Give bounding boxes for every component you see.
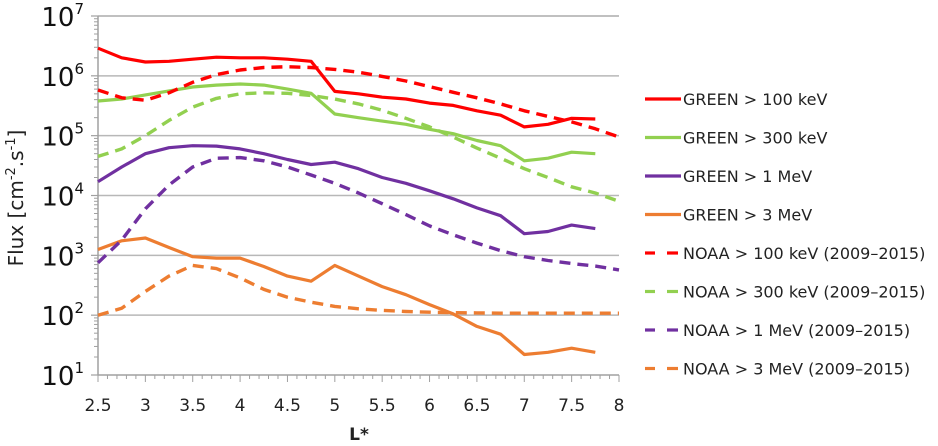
series-line-6: [96, 155, 620, 272]
series-line-0: [97, 46, 596, 129]
y-axis-title-mid: .s: [4, 150, 28, 167]
x-tick-label: 5.5: [369, 396, 396, 416]
legend-item: NOAA > 1 MeV (2009–2015): [645, 321, 910, 340]
series-line-7: [97, 263, 619, 317]
y-tick-base: 10: [41, 123, 74, 153]
y-tick-exponent: 7: [74, 0, 84, 18]
y-tick-exponent: 1: [74, 359, 84, 377]
legend-label: NOAA > 3 MeV (2009–2015): [683, 360, 910, 379]
y-tick-base: 10: [41, 3, 74, 33]
y-axis-title-end: ]: [4, 130, 28, 138]
x-tick-labels: 2.5 3 3.5 4 4.5 5 5.5 6 6.5 7 7.5 8: [84, 396, 624, 416]
x-tick-label: 3.5: [179, 396, 206, 416]
legend-label: GREEN > 1 MeV: [683, 167, 812, 186]
x-tick-label: 7: [519, 396, 530, 416]
x-tick-label: 7.5: [558, 396, 585, 416]
x-tick-label: 4: [235, 396, 246, 416]
legend-label: GREEN > 3 MeV: [683, 206, 812, 225]
y-axis-title-base: Flux [cm: [4, 180, 28, 266]
legend-label: NOAA > 300 keV (2009–2015): [683, 283, 925, 302]
y-tick-label: 105: [41, 120, 84, 153]
x-tick-label: 8: [614, 396, 625, 416]
y-tick-label: 103: [41, 239, 84, 272]
legend-item: GREEN > 100 keV: [645, 90, 827, 109]
legend: GREEN > 100 keV GREEN > 300 keV GREEN > 1 …: [645, 90, 925, 379]
x-tick-label: 5: [329, 396, 340, 416]
series-line-4: [97, 64, 620, 139]
series-lines: [96, 46, 620, 357]
y-tick-label: 101: [41, 359, 84, 392]
x-tick-label: 4.5: [274, 396, 301, 416]
x-tick-label: 3: [140, 396, 151, 416]
legend-item: GREEN > 1 MeV: [645, 167, 812, 186]
y-tick-exponent: 3: [74, 239, 84, 257]
x-tick-label: 6: [424, 396, 435, 416]
y-tick-base: 10: [41, 183, 74, 213]
axes: [91, 15, 620, 382]
legend-item: GREEN > 300 keV: [645, 129, 827, 148]
y-tick-label: 102: [41, 299, 84, 332]
y-axis-title-exp2: -1: [4, 137, 19, 150]
legend-item: NOAA > 300 keV (2009–2015): [645, 283, 925, 302]
y-tick-label: 106: [41, 60, 84, 93]
series-line-5: [97, 91, 620, 203]
x-tick-label: 2.5: [84, 396, 111, 416]
legend-label: NOAA > 100 keV (2009–2015): [683, 244, 925, 263]
y-tick-exponent: 6: [74, 60, 84, 78]
y-tick-base: 10: [41, 242, 74, 272]
y-tick-base: 10: [41, 63, 74, 93]
series-line-3: [97, 236, 596, 357]
series-line-1: [97, 82, 596, 163]
legend-item: NOAA > 3 MeV (2009–2015): [645, 360, 910, 379]
y-tick-label: 104: [41, 180, 84, 213]
legend-label: GREEN > 100 keV: [683, 90, 827, 109]
y-tick-label: 107: [41, 0, 84, 33]
y-axis-title-exp1: -2: [4, 167, 19, 180]
y-tick-exponent: 2: [74, 299, 84, 317]
y-axis-title: Flux [cm-2.s-1]: [4, 130, 28, 267]
legend-label: GREEN > 300 keV: [683, 129, 827, 148]
y-tick-exponent: 5: [74, 120, 84, 138]
legend-label: NOAA > 1 MeV (2009–2015): [683, 321, 910, 340]
x-axis-title: L*: [349, 425, 369, 445]
y-tick-base: 10: [41, 302, 74, 332]
legend-item: NOAA > 100 keV (2009–2015): [645, 244, 925, 263]
y-tick-exponent: 4: [74, 180, 84, 198]
legend-item: GREEN > 3 MeV: [645, 206, 812, 225]
y-tick-base: 10: [41, 362, 74, 392]
x-tick-label: 6.5: [463, 396, 490, 416]
series-line-2: [97, 144, 596, 236]
